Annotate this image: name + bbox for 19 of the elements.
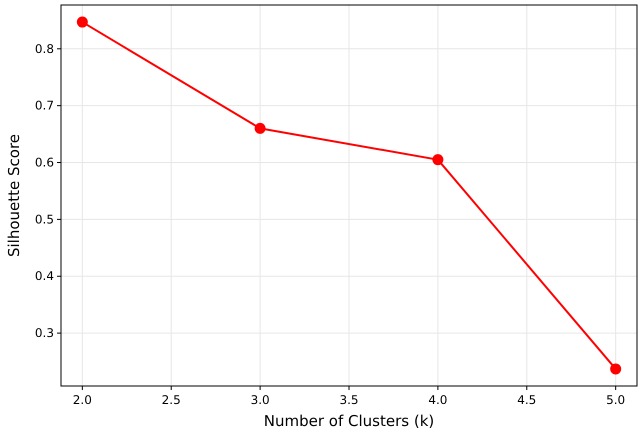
y-tick-label: 0.4 xyxy=(34,269,54,284)
point xyxy=(254,122,266,134)
x-axis-title: Number of Clusters (k) xyxy=(264,412,434,430)
x-tick-label: 5.0 xyxy=(606,393,626,407)
x-tick-label: 2.0 xyxy=(72,393,92,407)
x-tick-label: 4.0 xyxy=(428,393,448,407)
point xyxy=(76,16,88,28)
y-tick-label: 0.5 xyxy=(34,212,54,226)
y-tick-label: 0.3 xyxy=(34,326,54,340)
y-tick-label: 0.8 xyxy=(34,42,54,56)
x-tick-label: 3.0 xyxy=(250,393,270,407)
point xyxy=(610,363,622,374)
y-axis-title: Silhouette Score xyxy=(5,134,23,258)
y-tick-label: 0.6 xyxy=(34,156,54,170)
x-tick-label: 3.5 xyxy=(339,393,359,407)
point xyxy=(432,154,444,166)
y-tick-label: 0.7 xyxy=(34,98,54,113)
x-tick-label: 4.5 xyxy=(517,393,536,407)
x-tick-label: 2.5 xyxy=(162,393,181,407)
